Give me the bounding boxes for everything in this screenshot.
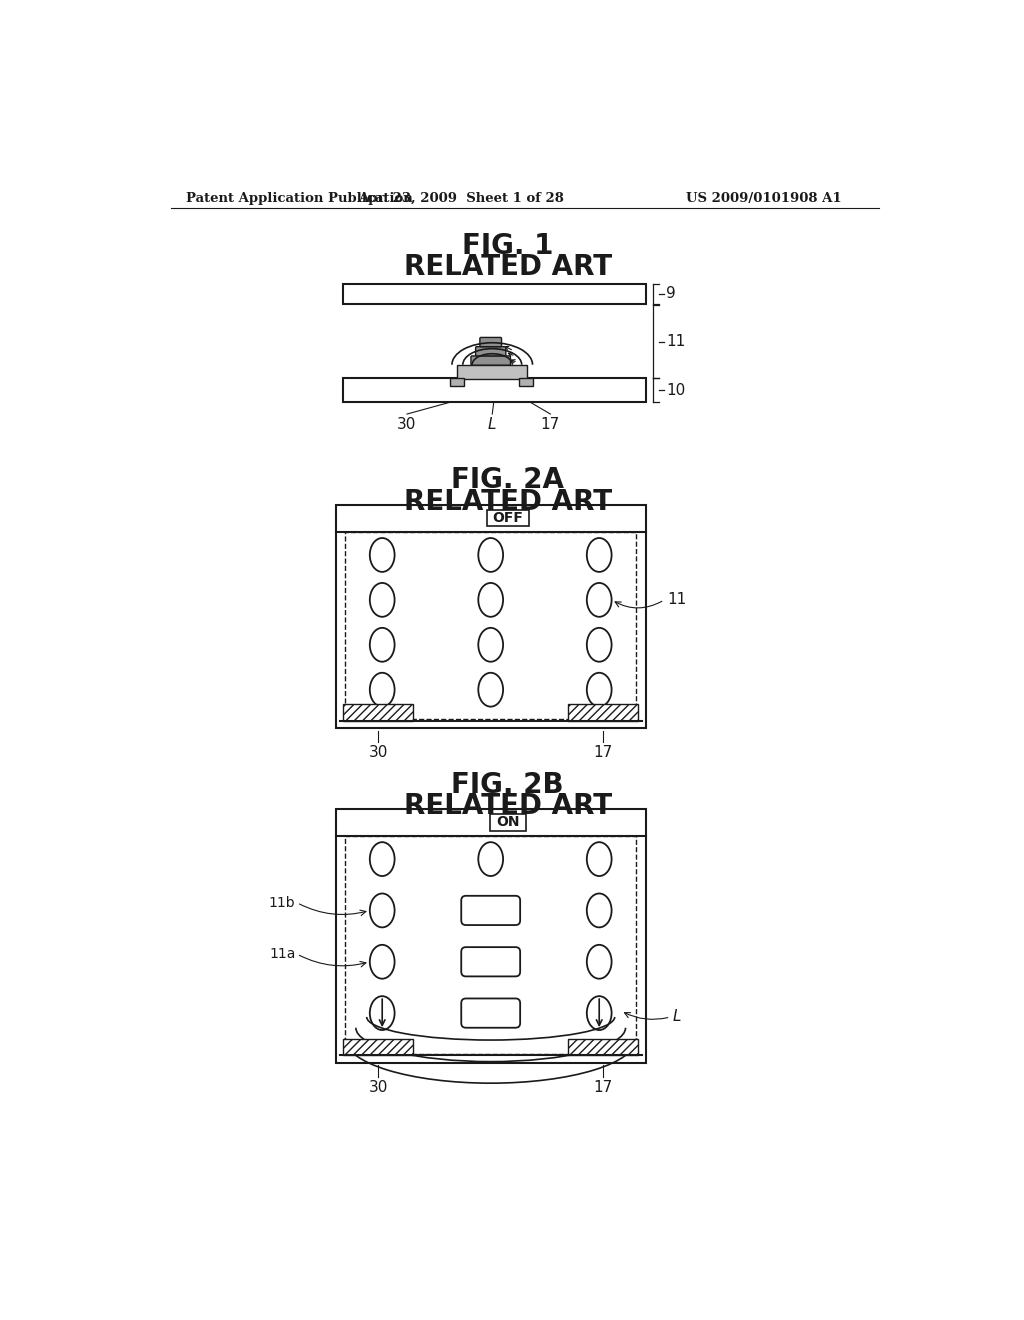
Text: 11: 11: [666, 334, 685, 350]
FancyBboxPatch shape: [461, 998, 520, 1028]
FancyBboxPatch shape: [461, 896, 520, 925]
Text: 17: 17: [541, 417, 560, 432]
Text: 10: 10: [666, 383, 685, 397]
Text: ON: ON: [496, 816, 519, 829]
Text: 30: 30: [369, 744, 388, 760]
Bar: [336, 506, 646, 729]
Text: Patent Application Publication: Patent Application Publication: [186, 191, 413, 205]
Text: 30: 30: [397, 417, 417, 432]
Text: L: L: [673, 1010, 681, 1024]
Text: Apr. 23, 2009  Sheet 1 of 28: Apr. 23, 2009 Sheet 1 of 28: [358, 191, 564, 205]
Text: L: L: [488, 417, 497, 432]
Bar: [568, 1039, 638, 1056]
Bar: [343, 284, 646, 304]
Text: RELATED ART: RELATED ART: [403, 488, 611, 516]
Bar: [345, 836, 636, 1053]
Text: FIG. 2A: FIG. 2A: [452, 466, 564, 495]
FancyBboxPatch shape: [475, 347, 506, 356]
Text: 9: 9: [666, 286, 676, 301]
Text: US 2009/0101908 A1: US 2009/0101908 A1: [686, 191, 842, 205]
Text: OFF: OFF: [493, 511, 523, 525]
Bar: [343, 704, 414, 721]
Text: FIG. 2B: FIG. 2B: [452, 771, 564, 799]
Text: 30: 30: [369, 1080, 388, 1096]
Bar: [336, 809, 646, 1063]
Bar: [486, 510, 528, 527]
Bar: [343, 1039, 414, 1056]
Text: 17: 17: [594, 744, 612, 760]
Bar: [519, 378, 534, 385]
Text: FIG. 1: FIG. 1: [462, 231, 553, 260]
FancyBboxPatch shape: [471, 356, 510, 366]
Bar: [458, 364, 527, 379]
Bar: [450, 378, 464, 385]
FancyBboxPatch shape: [480, 338, 502, 347]
Text: RELATED ART: RELATED ART: [403, 253, 611, 281]
Bar: [345, 532, 636, 719]
Bar: [568, 704, 638, 721]
Text: 11: 11: [668, 593, 687, 607]
Text: 17: 17: [594, 1080, 612, 1096]
FancyBboxPatch shape: [461, 948, 520, 977]
Text: 11b: 11b: [268, 896, 295, 909]
Text: 11a: 11a: [269, 946, 295, 961]
Bar: [489, 813, 525, 830]
Bar: [343, 378, 646, 403]
Text: RELATED ART: RELATED ART: [403, 792, 611, 820]
